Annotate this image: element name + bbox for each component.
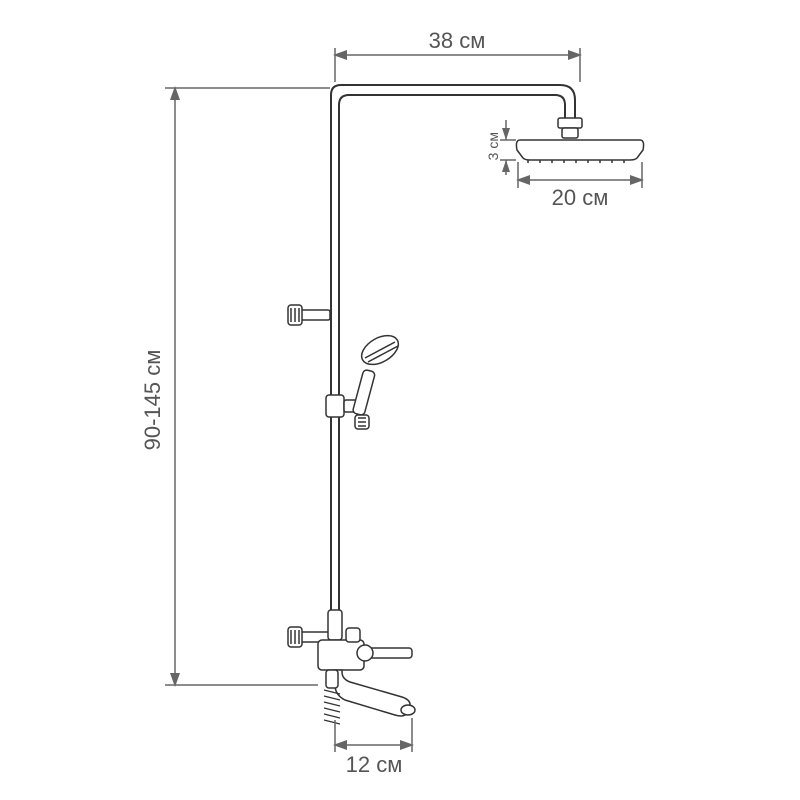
spout [335, 670, 415, 716]
dim-arm-label: 38 см [429, 28, 486, 53]
handshower [326, 330, 403, 429]
dim-head-height: 3 см [485, 120, 516, 175]
dim-head-width: 20 см [516, 162, 644, 210]
upper-bracket [288, 305, 330, 325]
showerhead [516, 140, 643, 163]
shower-diagram: 90-145 см 38 см 20 см 3 см 12 см [0, 0, 800, 800]
flex-hose [324, 670, 340, 724]
dim-spout: 12 см [333, 718, 414, 777]
dim-head-height-label: 3 см [485, 132, 501, 160]
mixer-body [318, 610, 412, 670]
riser-pipe [331, 95, 339, 640]
dim-spout-label: 12 см [346, 752, 403, 777]
dim-head-width-label: 20 см [552, 185, 609, 210]
dim-height: 90-145 см [140, 86, 330, 687]
overhead-arm [331, 85, 575, 120]
dim-height-label: 90-145 см [140, 350, 165, 451]
showerhead-connector [558, 118, 582, 138]
dim-arm: 38 см [333, 28, 582, 82]
